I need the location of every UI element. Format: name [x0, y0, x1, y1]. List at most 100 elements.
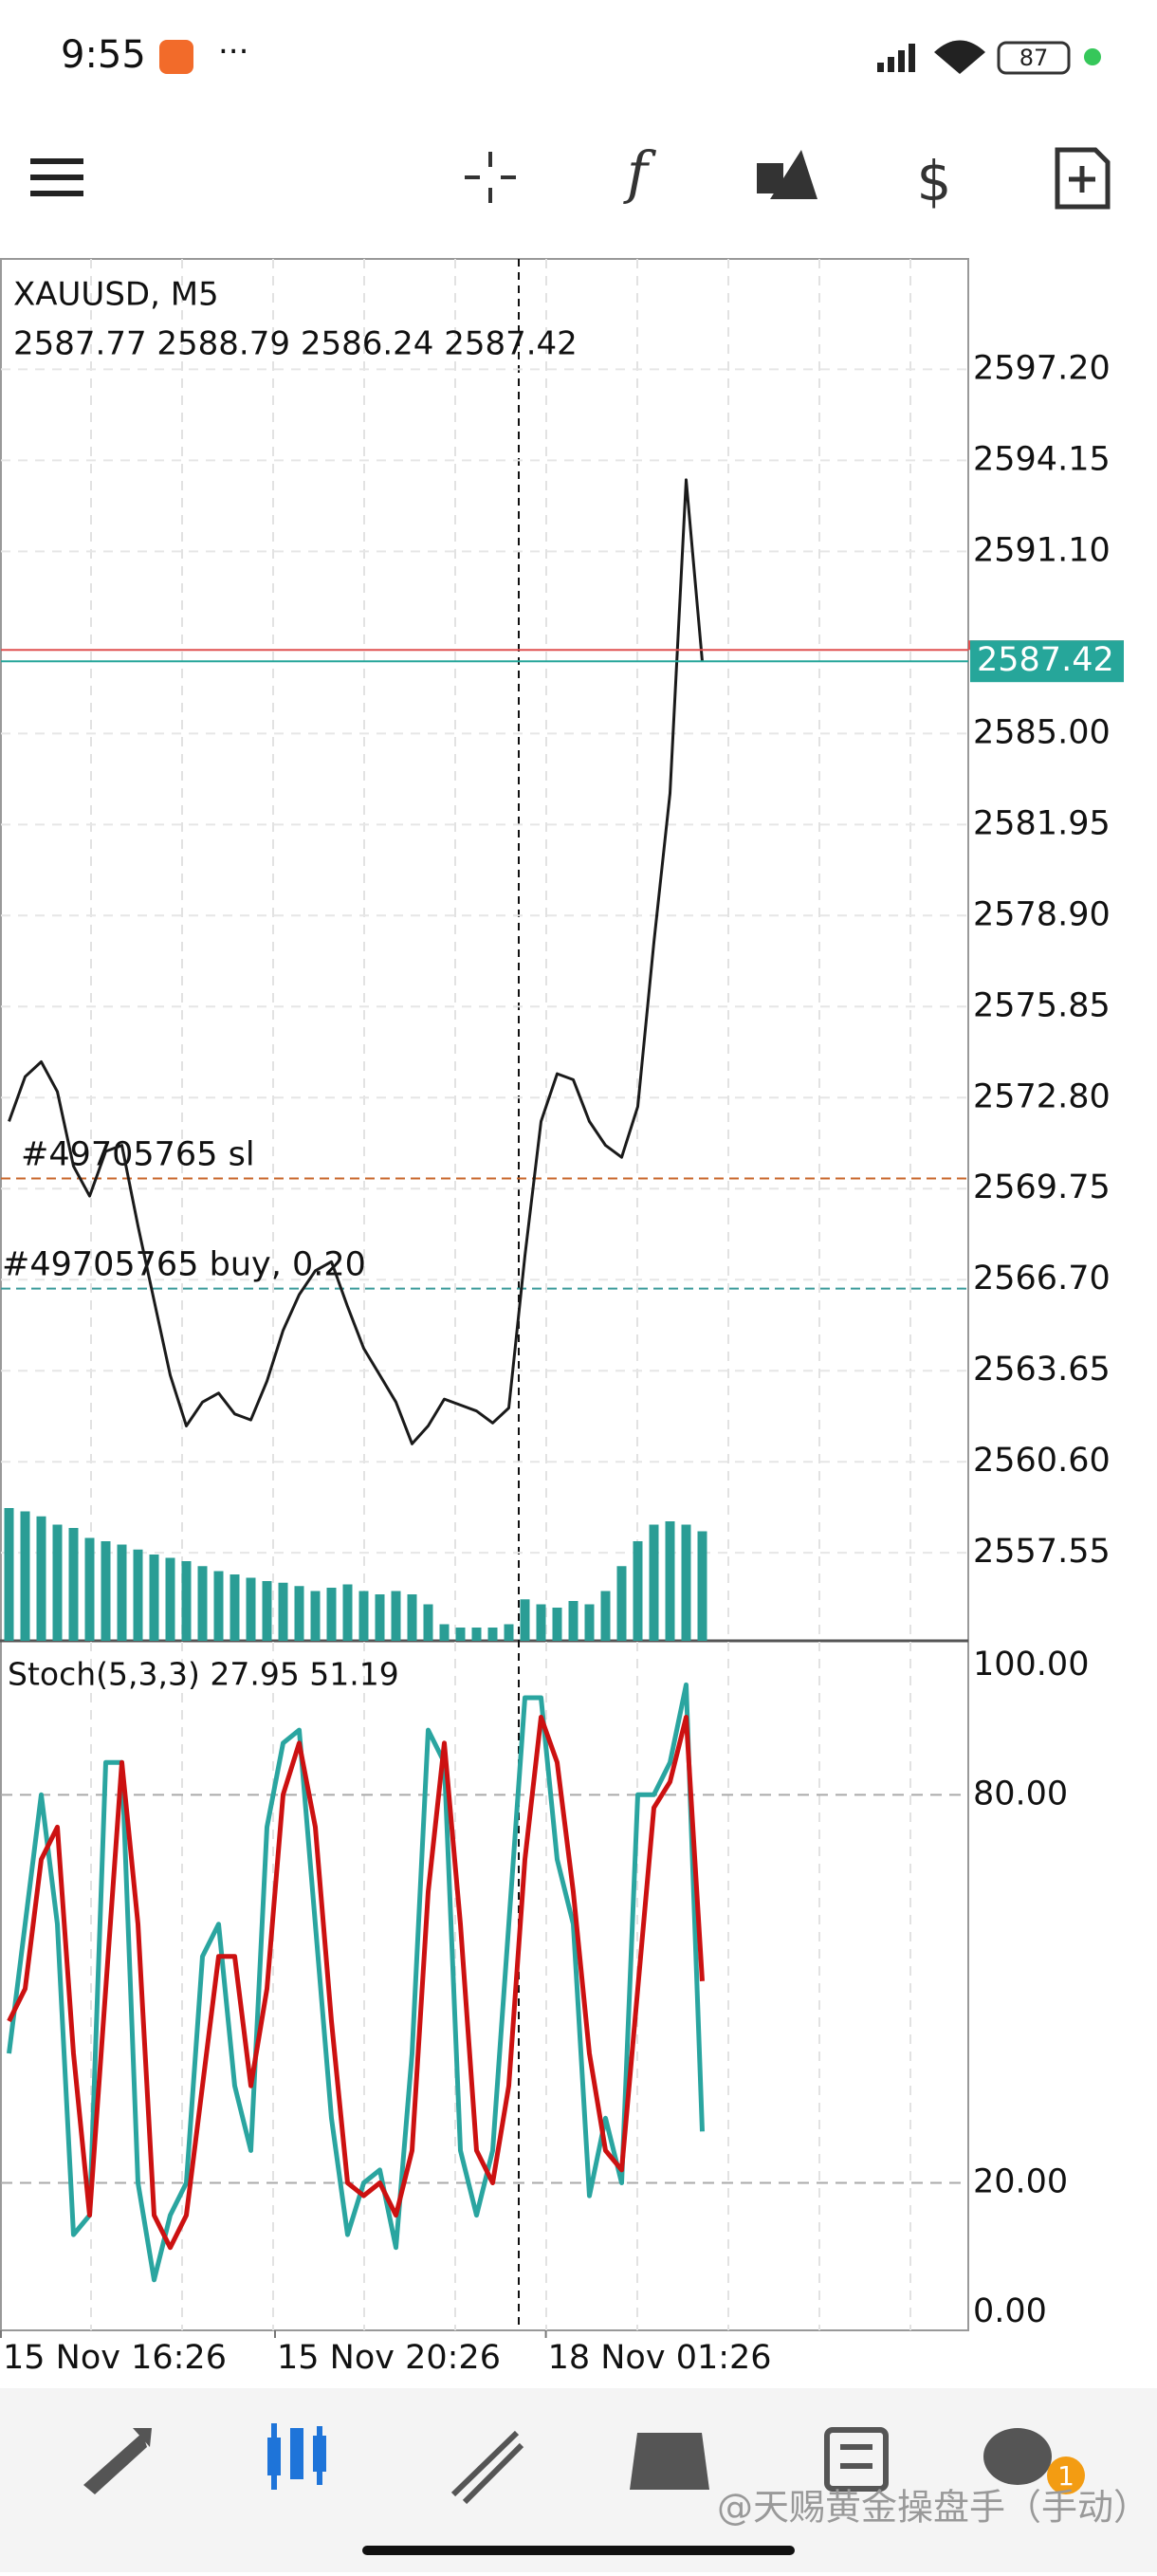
stoch-tick-label: 100.00 [973, 1646, 1089, 1684]
volume-bar [213, 1571, 224, 1641]
volume-bar [197, 1566, 208, 1641]
last-price-tag [970, 640, 1124, 683]
volume-bar [84, 1537, 95, 1641]
last-price-label: 2587.42 [977, 641, 1114, 679]
volume-bar [4, 1508, 14, 1641]
volume-bar [101, 1541, 111, 1641]
volume-bar [552, 1608, 562, 1641]
y-tick-label: 2591.10 [973, 531, 1111, 569]
volume-bar [697, 1531, 707, 1641]
chat-tab[interactable] [983, 2428, 1085, 2494]
y-tick-label: 2575.85 [973, 986, 1111, 1024]
y-tick-label: 2585.00 [973, 713, 1111, 751]
signal [877, 44, 915, 72]
x-tick-label: 15 Nov 20:26 [277, 2339, 501, 2377]
y-tick-label: 2557.55 [973, 1533, 1111, 1571]
volume-bar [342, 1584, 353, 1641]
volume-bar [487, 1628, 498, 1641]
wifi [934, 40, 985, 74]
stoch-title: Stoch(5,3,3) 27.95 51.19 [8, 1656, 399, 1693]
y-tick-label: 2569.75 [973, 1168, 1111, 1206]
volume-bar [68, 1528, 79, 1641]
volume-bar [536, 1604, 546, 1641]
order-label: #49705765 buy, 0.20 [2, 1246, 366, 1284]
volume-bar [504, 1624, 514, 1641]
menu-button[interactable] [30, 158, 83, 196]
ohlc: 2587.77 2588.79 2586.24 2587.42 [13, 325, 578, 363]
y-tick-label: 2572.80 [973, 1077, 1111, 1115]
bottom-nav [0, 2388, 1157, 2572]
volume-bar [616, 1566, 627, 1641]
volume-bar [165, 1557, 175, 1641]
volume-bar [262, 1581, 272, 1641]
volume-bar [568, 1601, 578, 1641]
trade-button[interactable]: $ [917, 149, 952, 213]
x-tick-label: 15 Nov 16:26 [3, 2339, 227, 2377]
order-label: #49705765 sl [21, 1136, 255, 1174]
chart-frame [0, 258, 969, 2331]
volume-bar [455, 1628, 466, 1641]
objects-button[interactable] [757, 150, 817, 199]
stoch-tick-label: 80.00 [973, 1775, 1068, 1812]
y-tick-label: 2581.95 [973, 804, 1111, 842]
volume-bar [681, 1524, 691, 1641]
y-tick-label: 2594.15 [973, 440, 1111, 478]
crosshair-button[interactable] [465, 152, 516, 203]
volume-bar [471, 1628, 482, 1641]
quotes-tab[interactable] [83, 2428, 152, 2494]
volume-bar [246, 1577, 256, 1641]
volume-bar [230, 1574, 240, 1641]
volume-bar [294, 1586, 304, 1641]
indicators-button[interactable]: f [623, 140, 657, 207]
volume-bar [310, 1591, 321, 1641]
more-dots: ··· [218, 33, 248, 71]
stoch-k-line [7, 1682, 705, 2283]
chart-tab[interactable] [267, 2423, 326, 2490]
clock: 9:55 [61, 33, 146, 77]
stoch-tick-label: 0.00 [973, 2292, 1047, 2330]
volume-bar [391, 1591, 401, 1641]
stoch-tick-label: 20.00 [973, 2163, 1068, 2201]
battery [997, 41, 1071, 75]
history-tab[interactable] [630, 2433, 709, 2490]
volume-bar [278, 1582, 288, 1641]
dot [1084, 48, 1101, 65]
y-tick-label: 2560.60 [973, 1442, 1111, 1480]
volume-bar [665, 1521, 675, 1641]
trade-tab[interactable] [450, 2430, 524, 2505]
volume-bar [600, 1591, 611, 1641]
y-tick-label: 2563.65 [973, 1351, 1111, 1389]
x-tick-label: 18 Nov 01:26 [548, 2339, 772, 2377]
app-icon [159, 40, 193, 74]
symbol: XAUUSD, M5 [13, 276, 219, 314]
y-tick-label: 2597.20 [973, 349, 1111, 387]
volume-bar [149, 1555, 159, 1641]
news-tab[interactable] [824, 2427, 889, 2492]
battery-level: 87 [1019, 45, 1049, 71]
stoch-d-line [7, 1715, 705, 2251]
watermark: @天赐黄金操盘手（手动） [717, 2487, 1149, 2529]
volume-bar [326, 1588, 337, 1641]
volume-bar [20, 1511, 30, 1641]
volume-bar [423, 1604, 433, 1641]
volume-bar [181, 1561, 192, 1641]
volume-bar [633, 1541, 643, 1641]
volume-bar [407, 1594, 417, 1641]
price-line [8, 478, 704, 1445]
y-tick-label: 2566.70 [973, 1260, 1111, 1297]
volume-bar [133, 1549, 143, 1641]
home-indicator [362, 2546, 795, 2555]
volume-bar [358, 1591, 369, 1641]
volume-bar [584, 1604, 595, 1641]
volume-bar [36, 1516, 46, 1641]
volume-bar [117, 1544, 127, 1641]
y-tick-label: 2578.90 [973, 895, 1111, 933]
volume-bar [375, 1594, 385, 1641]
chat-badge: 1 [1057, 2460, 1074, 2492]
volume-bar [52, 1524, 63, 1641]
volume-bar [649, 1524, 659, 1641]
volume-bar [520, 1599, 530, 1641]
new-order-button[interactable] [1055, 147, 1111, 210]
